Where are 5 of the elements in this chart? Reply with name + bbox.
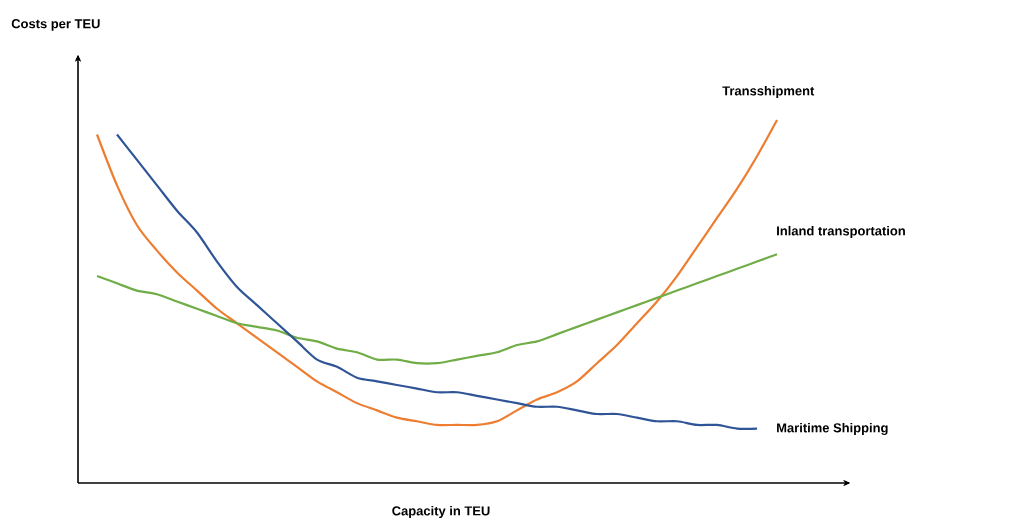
chart-title: Costs per TEU: [11, 19, 100, 31]
x-axis-title: Capacity in TEU: [392, 505, 490, 519]
text: Transshipment: [722, 85, 815, 99]
series-label: Maritime Shipping: [777, 422, 888, 436]
series-label: Inland transportation: [777, 225, 905, 239]
